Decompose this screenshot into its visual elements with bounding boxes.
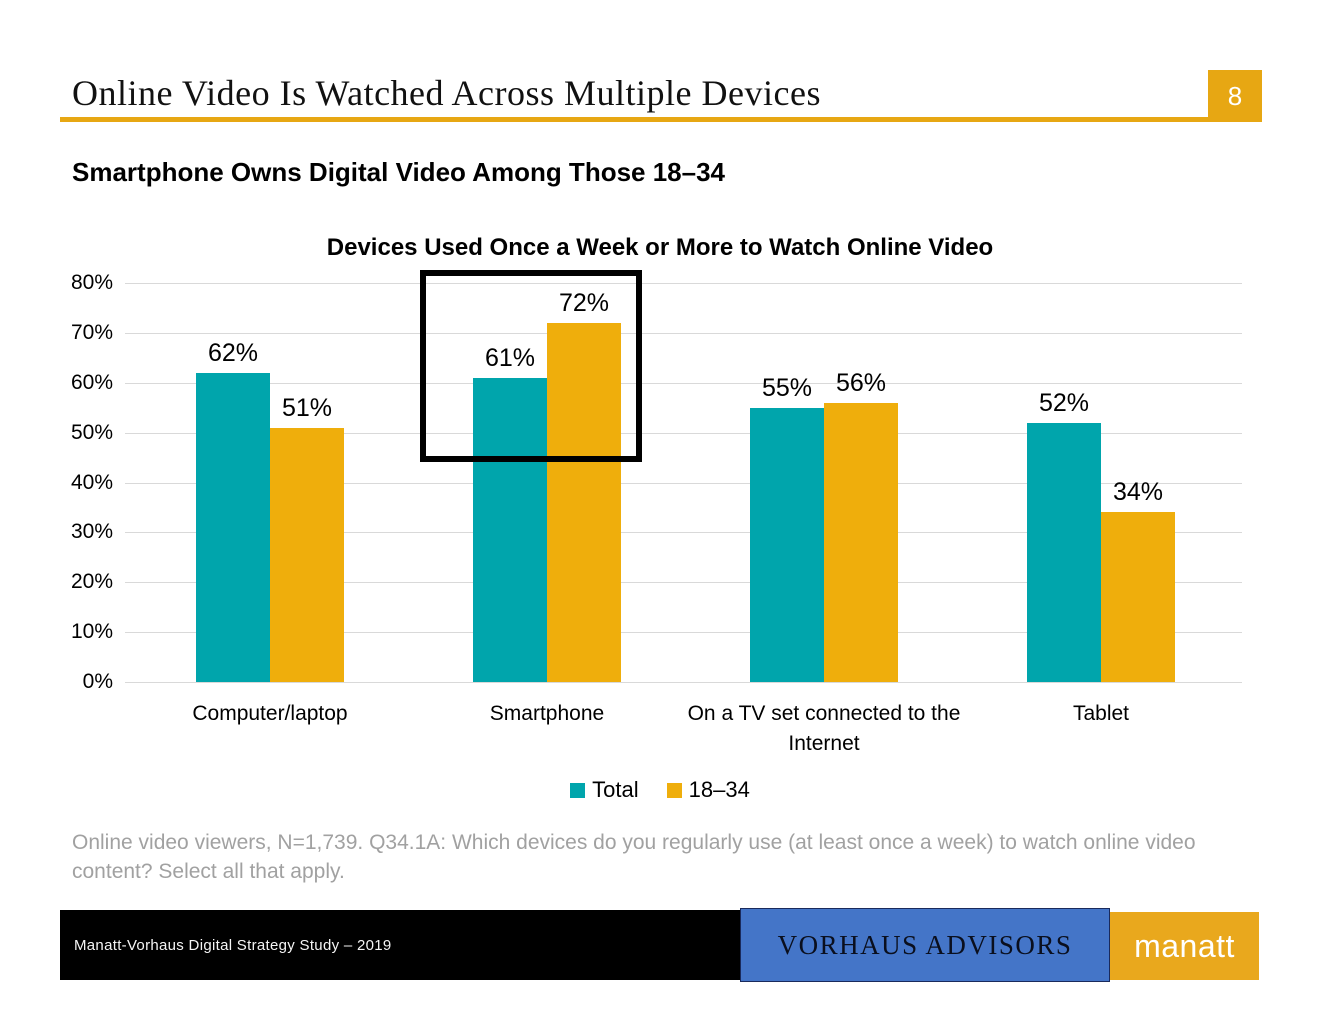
smartphone-highlight-box	[420, 270, 642, 462]
y-axis-tick-label: 20%	[70, 570, 113, 593]
manatt-logo: manatt	[1110, 912, 1259, 980]
gridline	[125, 532, 1242, 533]
bar-total-tablet	[1027, 423, 1101, 682]
legend-swatch-18-34	[666, 782, 682, 798]
bar-value-label-total-tablet: 52%	[1038, 389, 1090, 417]
y-axis-tick-label: 0%	[82, 670, 113, 693]
legend-label-total: Total	[592, 777, 639, 802]
bar-value-label-total-smartphone: 61%	[484, 344, 536, 372]
gridline	[125, 433, 1242, 434]
y-axis-tick-label: 50%	[70, 421, 113, 444]
bar-total-computer-laptop	[196, 373, 270, 682]
gridline	[125, 333, 1242, 334]
title-underline	[60, 117, 1208, 122]
bar-total-on-a-tv-set-connected-to-the-internet	[750, 408, 824, 682]
gridline	[125, 582, 1242, 583]
bar-18-34-smartphone	[547, 323, 621, 682]
footer-study-label: Manatt-Vorhaus Digital Strategy Study – …	[74, 936, 392, 954]
y-axis-tick-label: 70%	[70, 321, 113, 344]
legend-item-total: Total	[570, 777, 639, 803]
bar-18-34-computer-laptop	[270, 428, 344, 682]
vorhaus-advisors-wordmark: VORHAUS ADVISORS	[777, 929, 1073, 960]
chart-title: Devices Used Once a Week or More to Watc…	[326, 234, 994, 261]
manatt-wordmark: manatt	[1134, 927, 1235, 964]
x-axis-label-computer-laptop: Computer/laptop	[192, 702, 348, 725]
bar-value-label-18-34-tablet: 34%	[1112, 478, 1164, 506]
x-axis-label-smartphone: Smartphone	[489, 702, 605, 725]
page-number: 8	[1227, 80, 1243, 111]
bar-value-label-total-computer-laptop: 62%	[207, 339, 259, 367]
chart-legend: Total 18–34	[0, 777, 1320, 803]
gridline	[125, 682, 1242, 683]
gridline	[125, 283, 1242, 284]
slide-subtitle: Smartphone Owns Digital Video Among Thos…	[72, 157, 726, 187]
y-axis-tick-label: 80%	[70, 271, 113, 294]
bar-total-smartphone	[473, 378, 547, 682]
y-axis-tick-label: 40%	[70, 471, 113, 494]
page-title: Online Video Is Watched Across Multiple …	[72, 73, 821, 113]
gridline	[125, 632, 1242, 633]
y-axis-tick-label: 10%	[70, 620, 113, 643]
bar-value-label-total-on-a-tv-set-connected-to-the-internet: 55%	[761, 374, 813, 402]
y-axis-tick-label: 60%	[70, 371, 113, 394]
footer-study-bar: Manatt-Vorhaus Digital Strategy Study – …	[60, 910, 740, 980]
x-axis-label-on-a-tv-set-connected-to-the-internet: On a TV set connected to the Internet	[687, 702, 961, 755]
page-number-badge: 8	[1208, 70, 1262, 122]
source-footnote: Online video viewers, N=1,739. Q34.1A: W…	[72, 831, 1196, 883]
bar-value-label-18-34-smartphone: 72%	[558, 289, 610, 317]
legend-swatch-total	[570, 782, 586, 798]
bar-18-34-on-a-tv-set-connected-to-the-internet	[824, 403, 898, 682]
gridline	[125, 483, 1242, 484]
legend-label-18-34: 18–34	[688, 777, 750, 802]
y-axis-tick-label: 30%	[70, 520, 113, 543]
vorhaus-advisors-logo: VORHAUS ADVISORS	[740, 908, 1110, 982]
gridline	[125, 383, 1242, 384]
bar-value-label-18-34-computer-laptop: 51%	[281, 394, 333, 422]
bar-18-34-tablet	[1101, 512, 1175, 682]
x-axis-label-tablet: Tablet	[1072, 702, 1130, 725]
legend-item-18-34: 18–34	[666, 777, 750, 803]
bar-value-label-18-34-on-a-tv-set-connected-to-the-internet: 56%	[835, 369, 887, 397]
